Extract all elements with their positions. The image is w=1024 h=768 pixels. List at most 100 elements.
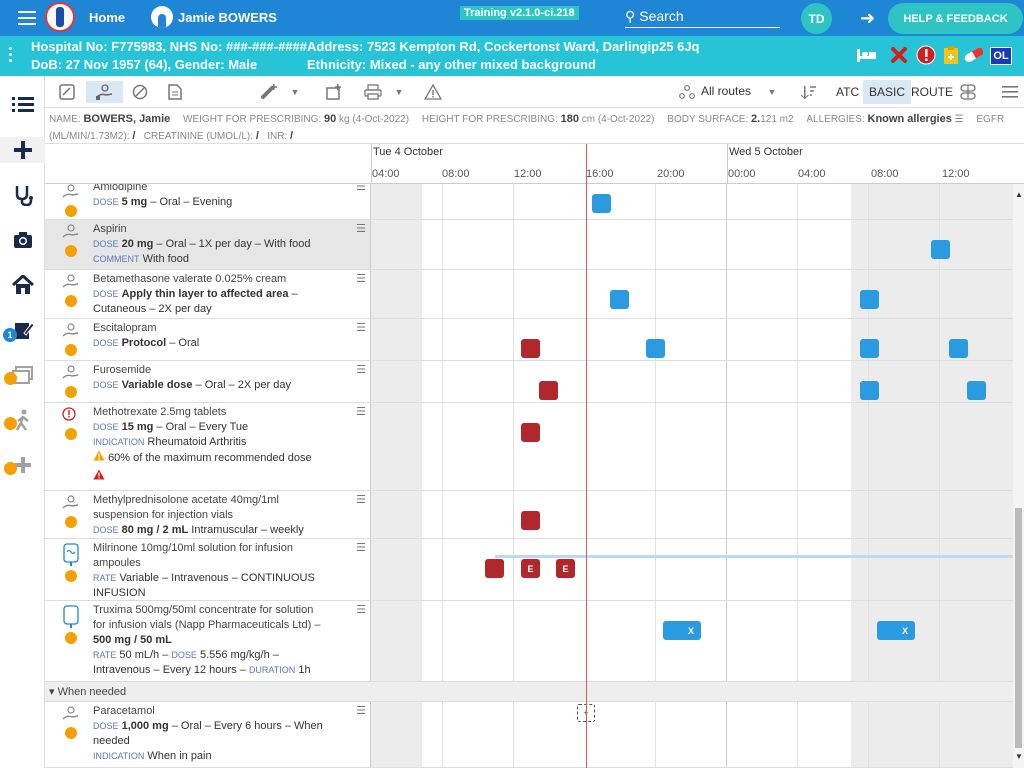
medication-info[interactable]: Methylprednisolone acetate 40mg/1ml susp…: [45, 491, 371, 538]
collapse-caret-icon[interactable]: ▾: [49, 686, 55, 698]
medication-row-truxima[interactable]: Truxima 500mg/50ml concentrate for solut…: [45, 601, 1013, 682]
event-dose[interactable]: E: [556, 559, 575, 578]
medication-row-paracetamol[interactable]: Paracetamol DOSE 1,000 mg – Oral – Every…: [45, 702, 1013, 768]
allergies-value[interactable]: Known allergies: [867, 113, 952, 125]
medication-info[interactable]: Betamethasone valerate 0.025% cream DOSE…: [45, 270, 371, 318]
medication-row-milrinone[interactable]: Milrinone 10mg/10ml solution for infusio…: [45, 539, 1013, 601]
scheduled-dose[interactable]: [860, 381, 879, 400]
dose-detail: Intramuscular – weekly: [188, 524, 304, 536]
add-item-icon[interactable]: [10, 452, 36, 478]
walking-person-icon[interactable]: [10, 407, 36, 433]
overdue-dose[interactable]: [521, 423, 540, 442]
notes-edit-icon[interactable]: [10, 317, 36, 343]
search-input[interactable]: ⚲ Search: [625, 5, 780, 28]
creatinine-value: /: [255, 130, 259, 142]
scheduled-dose[interactable]: [967, 381, 986, 400]
logout-icon[interactable]: ➜: [860, 8, 876, 28]
bed-icon[interactable]: [856, 44, 876, 66]
infusion-dose[interactable]: X: [663, 621, 701, 640]
route-button[interactable]: ROUTE: [911, 85, 953, 99]
overdue-dose[interactable]: [485, 559, 504, 578]
medication-row-methotrexate[interactable]: Methotrexate 2.5mg tablets DOSE 15 mg – …: [45, 403, 1013, 491]
overdue-dose[interactable]: [539, 381, 558, 400]
add-prescription-icon[interactable]: [257, 81, 281, 103]
caret-down-icon[interactable]: ▼: [394, 87, 404, 97]
medication-info[interactable]: Amlodipine DOSE 5 mg – Oral – Evening ☰: [45, 184, 371, 219]
row-menu-icon[interactable]: ☰: [356, 364, 366, 376]
medication-info[interactable]: Furosemide DOSE Variable dose – Oral – 2…: [45, 361, 371, 402]
medication-info[interactable]: Escitalopram DOSE Protocol – Oral ☰: [45, 319, 371, 360]
clipboard-add-icon[interactable]: [322, 81, 346, 103]
infusion-dose[interactable]: X: [877, 621, 915, 640]
overdue-dose[interactable]: [521, 511, 540, 530]
event-dose[interactable]: E: [521, 559, 540, 578]
vertical-scrollbar[interactable]: ▲ ▼: [1013, 184, 1024, 768]
medication-info[interactable]: Aspirin DOSE 20 mg – Oral – 1X per day –…: [45, 220, 371, 269]
medication-name-cont: for infusion vials (Napp Pharmaceuticals…: [93, 619, 321, 631]
camera-icon[interactable]: [10, 227, 36, 253]
row-menu-icon[interactable]: ☰: [356, 322, 366, 334]
hand-medication-icon[interactable]: [86, 81, 123, 103]
warning-icon[interactable]: [421, 81, 445, 103]
row-menu-icon[interactable]: ☰: [356, 223, 366, 235]
scheduled-dose[interactable]: [949, 339, 968, 358]
medication-row-amlodipine[interactable]: Amlodipine DOSE 5 mg – Oral – Evening ☰: [45, 184, 1013, 220]
more-vertical-icon[interactable]: [9, 47, 13, 65]
house-icon[interactable]: [10, 272, 36, 298]
group-when-needed[interactable]: ▾ When needed: [45, 682, 1013, 702]
medication-row-escitalopram[interactable]: Escitalopram DOSE Protocol – Oral ☰: [45, 319, 1013, 361]
scheduled-dose[interactable]: [646, 339, 665, 358]
routes-select[interactable]: All routes: [701, 84, 752, 98]
pill-box-icon[interactable]: [55, 81, 79, 103]
row-menu-icon[interactable]: ☰: [356, 494, 366, 506]
app-logo[interactable]: [45, 2, 75, 32]
scheduled-dose[interactable]: [931, 240, 950, 259]
scheduled-dose[interactable]: [860, 290, 879, 309]
row-menu-icon[interactable]: ☰: [356, 705, 366, 717]
medication-info[interactable]: Milrinone 10mg/10ml solution for infusio…: [45, 539, 371, 600]
caret-down-icon[interactable]: ▼: [767, 87, 777, 97]
atc-button[interactable]: ATC: [836, 85, 860, 99]
medication-row-betamethasone[interactable]: Betamethasone valerate 0.025% cream DOSE…: [45, 270, 1013, 319]
scroll-up-icon[interactable]: ▲: [1015, 190, 1023, 199]
sort-icon[interactable]: [797, 81, 821, 103]
medication-row-aspirin[interactable]: Aspirin DOSE 20 mg – Oral – 1X per day –…: [45, 220, 1013, 270]
ol-badge[interactable]: OL: [990, 47, 1012, 65]
print-icon[interactable]: [361, 81, 385, 103]
overdue-dose[interactable]: [521, 339, 540, 358]
allergies-menu-icon[interactable]: ☰: [954, 114, 964, 125]
hamburger-menu-icon[interactable]: [998, 81, 1022, 103]
medication-info[interactable]: Methotrexate 2.5mg tablets DOSE 15 mg – …: [45, 403, 371, 490]
row-menu-icon[interactable]: ☰: [356, 184, 366, 193]
alert-icon[interactable]: [916, 44, 936, 66]
pill-icon[interactable]: [963, 44, 983, 66]
scheduled-dose[interactable]: [610, 290, 629, 309]
medication-row-methylprednisolone[interactable]: Methylprednisolone acetate 40mg/1ml susp…: [45, 491, 1013, 539]
user-avatar[interactable]: TD: [801, 3, 832, 34]
basic-button[interactable]: BASIC: [863, 80, 912, 104]
medication-info[interactable]: Paracetamol DOSE 1,000 mg – Oral – Every…: [45, 702, 371, 767]
red-x-icon[interactable]: [889, 44, 909, 66]
row-menu-icon[interactable]: ☰: [356, 406, 366, 418]
list-icon[interactable]: [10, 92, 36, 118]
row-menu-icon[interactable]: ☰: [356, 542, 366, 554]
scroll-thumb[interactable]: [1015, 508, 1022, 748]
menu-icon[interactable]: [18, 11, 36, 25]
scheduled-dose[interactable]: [860, 339, 879, 358]
row-menu-icon[interactable]: ☰: [356, 604, 366, 616]
no-entry-icon[interactable]: [128, 81, 152, 103]
help-feedback-button[interactable]: HELP & FEEDBACK: [888, 3, 1023, 34]
medication-row-furosemide[interactable]: Furosemide DOSE Variable dose – Oral – 2…: [45, 361, 1013, 403]
home-link[interactable]: Home: [89, 10, 126, 25]
patient-name[interactable]: Jamie BOWERS: [178, 10, 277, 25]
document-icon[interactable]: [163, 81, 187, 103]
caret-down-icon[interactable]: ▼: [290, 87, 300, 97]
stethoscope-icon[interactable]: [10, 182, 36, 208]
scheduled-dose[interactable]: [592, 194, 611, 213]
add-icon[interactable]: [0, 137, 45, 163]
row-menu-icon[interactable]: ☰: [356, 273, 366, 285]
clipboard-icon[interactable]: [941, 44, 961, 66]
medication-info[interactable]: Truxima 500mg/50ml concentrate for solut…: [45, 601, 371, 681]
pill-group-icon[interactable]: [956, 81, 980, 103]
scroll-down-icon[interactable]: ▼: [1015, 752, 1023, 761]
